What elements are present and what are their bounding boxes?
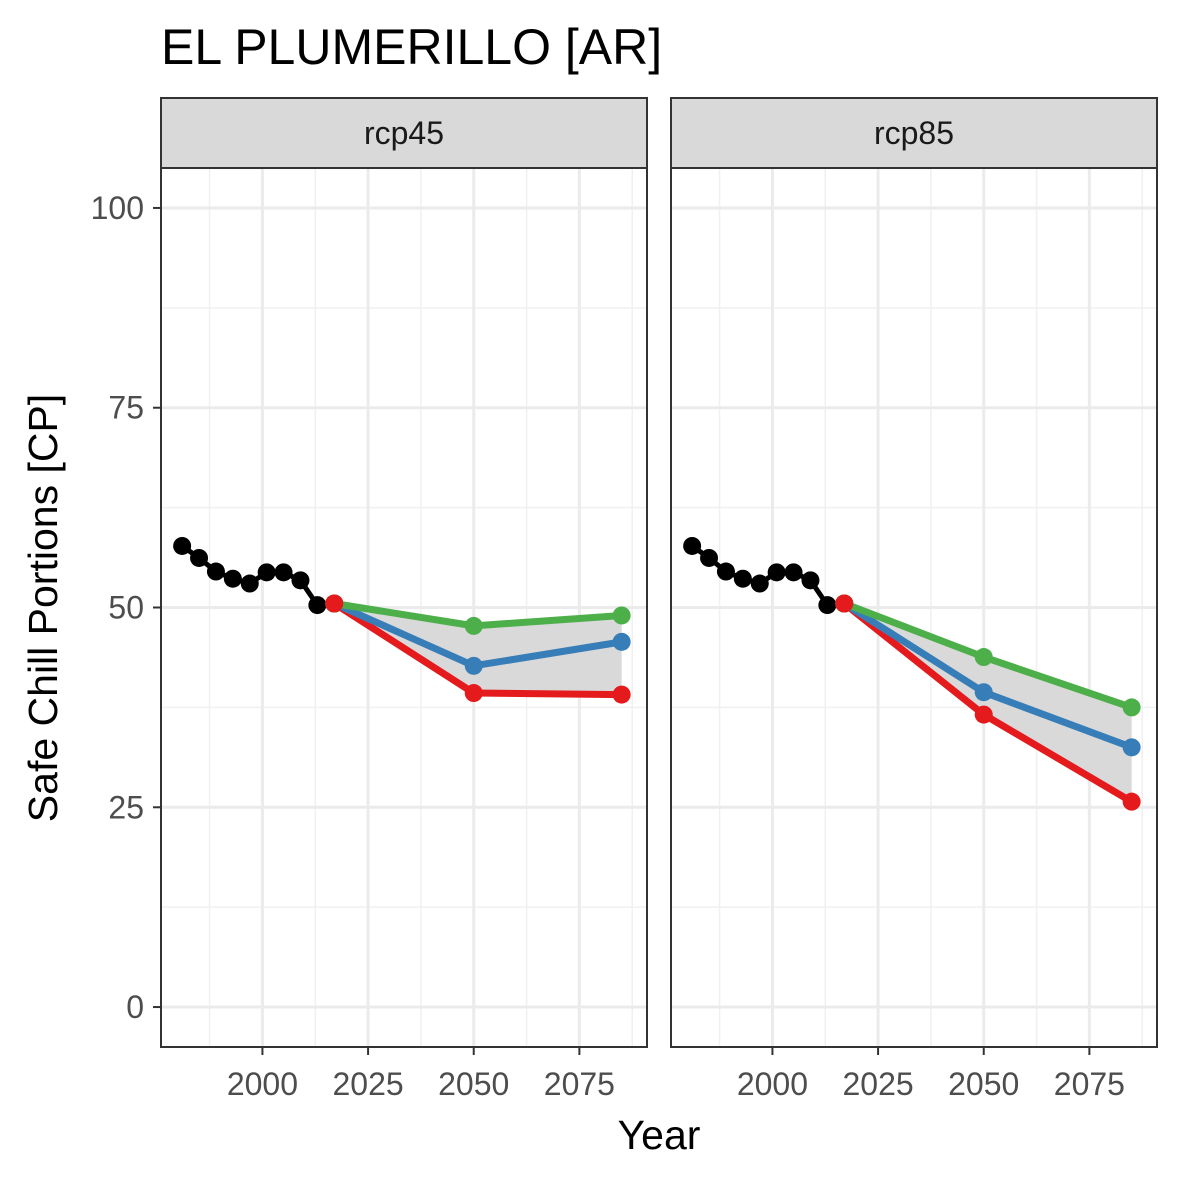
- scenario-point: [1122, 698, 1141, 717]
- scenario-point: [464, 656, 483, 675]
- scenario-point: [974, 648, 993, 667]
- historic-point: [190, 548, 209, 567]
- x-tick-label: 2075: [544, 1066, 615, 1102]
- x-tick-label: 2000: [227, 1066, 298, 1102]
- historic-point: [223, 569, 242, 588]
- scenario-point: [1122, 792, 1141, 811]
- x-tick-label: 2025: [842, 1066, 913, 1102]
- historic-point: [733, 569, 752, 588]
- y-tick-label: 25: [108, 789, 144, 825]
- historic-point: [206, 562, 225, 581]
- panel-border: [670, 167, 1158, 1048]
- scenario-point: [464, 616, 483, 635]
- scenario-point: [974, 683, 993, 702]
- y-tick-label: 0: [126, 989, 144, 1025]
- scenario-point: [1122, 738, 1141, 757]
- x-tick-label: 2000: [737, 1066, 808, 1102]
- historic-point: [240, 574, 259, 593]
- historic-point: [308, 596, 327, 615]
- x-tick-label: 2025: [332, 1066, 403, 1102]
- chart-title: EL PLUMERILLO [AR]: [161, 19, 662, 75]
- historic-point: [801, 571, 820, 590]
- y-tick-label: 100: [91, 190, 144, 226]
- x-axis-title: Year: [618, 1112, 701, 1158]
- historic-point: [274, 563, 293, 582]
- facet-panels: rcp45 2000 2025 2050 2075 0 25 50 75 100 rcp85 2000…: [91, 97, 1158, 1102]
- scenario-point: [612, 606, 631, 625]
- panel-rcp45: rcp45 2000 2025 2050 2075 0 25 50 75 100: [91, 97, 648, 1102]
- x-tick-label: 2050: [948, 1066, 1019, 1102]
- historic-point: [700, 548, 719, 567]
- historic-point: [257, 563, 276, 582]
- y-tick-label: 75: [108, 390, 144, 426]
- facet-strip-label: rcp45: [364, 115, 444, 151]
- y-tick-label: 50: [108, 590, 144, 626]
- facet-strip: [160, 97, 648, 169]
- historic-point: [784, 563, 803, 582]
- scenario-point: [612, 632, 631, 651]
- x-tick-label: 2050: [438, 1066, 509, 1102]
- scenario-point: [464, 684, 483, 703]
- historic-point: [683, 536, 702, 555]
- scenario-point: [612, 685, 631, 704]
- historic-point: [173, 536, 192, 555]
- historic-point: [750, 574, 769, 593]
- scenario-point: [974, 705, 993, 724]
- facet-strip: [670, 97, 1158, 169]
- historic-line: [180, 543, 335, 608]
- panel-rcp85: rcp85 2000 2025 2050 2075: [670, 97, 1158, 1102]
- scenario-point: [835, 594, 854, 613]
- facet-strip-label: rcp85: [874, 115, 954, 151]
- y-axis-title: Safe Chill Portions [CP]: [20, 394, 66, 822]
- scenario-point: [325, 594, 344, 613]
- historic-point: [818, 596, 837, 615]
- historic-point: [291, 571, 310, 590]
- x-tick-label: 2075: [1054, 1066, 1125, 1102]
- historic-point: [767, 563, 786, 582]
- historic-point: [716, 562, 735, 581]
- historic-line: [690, 543, 845, 608]
- scenario-range-ribbon: [334, 603, 622, 695]
